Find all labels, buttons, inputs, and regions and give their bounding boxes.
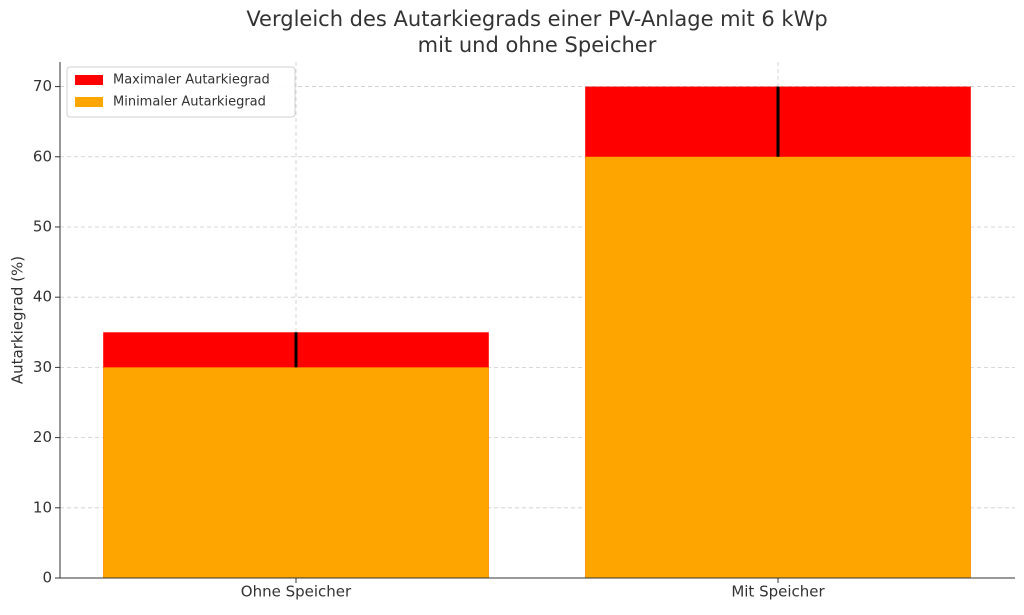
legend: Maximaler Autarkiegrad Minimaler Autarkie… [66,66,296,118]
legend-swatch [75,75,103,85]
y-tick-label: 70 [33,77,52,95]
chart-title: Vergleich des Autarkiegrads einer PV-Anl… [246,7,827,57]
bar [585,156,971,578]
y-tick-label: 30 [33,358,52,376]
y-tick-label: 10 [33,498,52,516]
y-tick-label: 0 [42,569,52,587]
x-tick-label: Ohne Speicher [241,583,352,601]
legend-swatch [75,97,103,107]
y-tick-label: 50 [33,217,52,235]
bar [103,367,489,578]
y-tick-label: 20 [33,428,52,446]
y-tick-label: 60 [33,147,52,165]
y-axis-label: Autarkiegrad (%) [9,256,27,384]
legend-box [66,66,296,118]
x-tick-label: Mit Speicher [731,583,825,601]
y-tick-label: 40 [33,288,52,306]
legend-label: Minimaler Autarkiegrad [113,95,266,110]
legend-label: Maximaler Autarkiegrad [113,73,270,88]
